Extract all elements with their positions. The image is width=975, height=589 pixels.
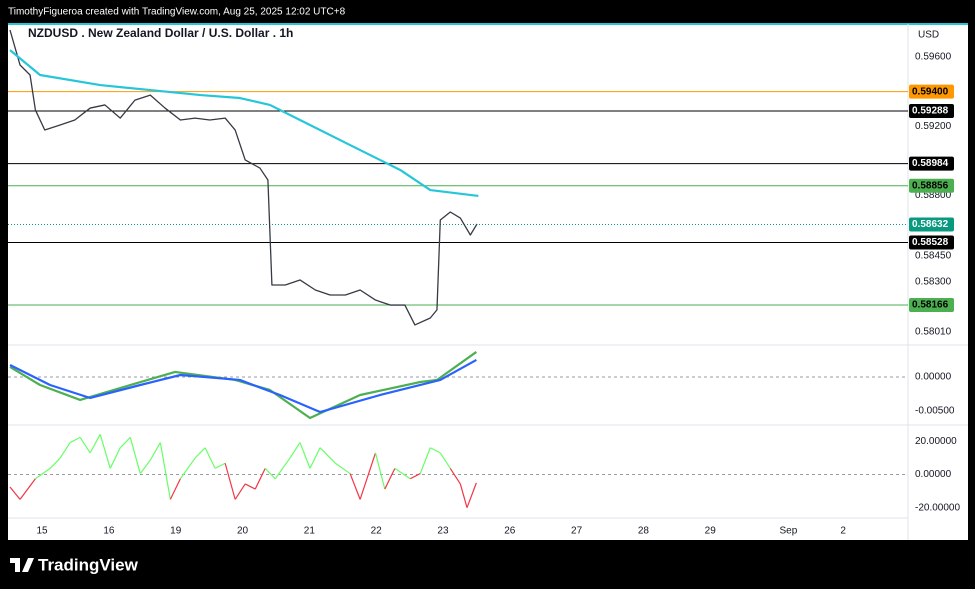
oscillator-segment	[264, 467, 276, 480]
oscillator-segment	[459, 483, 468, 508]
x-tick-label: 19	[170, 526, 182, 537]
current-price-box	[909, 217, 954, 232]
series-line	[9, 49, 479, 198]
level-label: 0.58856	[912, 180, 949, 191]
oscillator-segment	[59, 442, 71, 459]
oscillator-segment	[89, 434, 101, 454]
oscillator-segment	[409, 473, 421, 480]
oscillator-segment	[234, 483, 246, 500]
oscillator-segment	[194, 447, 206, 459]
logo-text: TradingView	[38, 555, 139, 574]
level-label: 0.59400	[912, 86, 949, 97]
oscillator-segment	[349, 473, 361, 500]
oscillator-segment	[439, 452, 451, 469]
oscillator-segment	[466, 482, 477, 508]
oscillator-segment	[169, 478, 181, 500]
y-tick-label: 0.58010	[915, 327, 952, 338]
level-label-box	[909, 84, 954, 99]
y-tick-label: 0.58450	[915, 251, 952, 262]
oscillator-segment	[79, 437, 91, 454]
x-tick-label: 2	[840, 526, 846, 537]
oscillator-segment	[254, 468, 266, 490]
level-label-box	[909, 103, 954, 118]
oscillator-segment	[309, 447, 321, 469]
oscillator-segment	[204, 447, 216, 469]
y-tick-label: -0.00500	[915, 406, 955, 417]
oscillator-segment	[129, 437, 141, 474]
oscillator-segment	[335, 462, 351, 475]
logo: TradingView	[10, 555, 139, 574]
x-tick-label: 20	[237, 526, 249, 537]
x-tick-label: Sep	[780, 526, 798, 537]
oscillator-segment	[274, 457, 291, 480]
level-label-box	[909, 156, 954, 171]
y-tick-label: 0.59200	[915, 121, 952, 132]
level-label: 0.59288	[912, 106, 949, 117]
oscillator-segment	[374, 452, 386, 490]
oscillator-segment	[289, 442, 301, 459]
y-tick-label: 0.59600	[915, 52, 952, 63]
oscillator-segment	[35, 467, 51, 480]
oscillator-segment	[159, 442, 171, 500]
oscillator-segment	[149, 442, 161, 461]
oscillator-segment	[179, 457, 196, 480]
oscillator-segment	[429, 447, 441, 454]
oscillator-segment	[394, 467, 411, 480]
oscillator-segment	[69, 436, 81, 444]
logo-icon	[10, 558, 34, 572]
level-label-box	[909, 298, 954, 313]
oscillator-segment	[49, 457, 61, 469]
oscillator-segment	[319, 447, 336, 464]
oscillator-segment	[449, 468, 461, 485]
currency-label: USD	[918, 30, 939, 41]
x-tick-label: 26	[504, 526, 516, 537]
x-tick-label: 23	[437, 526, 449, 537]
oscillator-segment	[109, 447, 121, 469]
chart-title: NZDUSD . New Zealand Dollar / U.S. Dolla…	[28, 26, 293, 40]
level-label: 0.58528	[912, 237, 949, 248]
header-text: TimothyFigueroa created with TradingView…	[8, 7, 346, 18]
oscillator-segment	[119, 436, 131, 449]
x-tick-label: 22	[371, 526, 383, 537]
x-tick-label: 28	[638, 526, 650, 537]
oscillator-segment	[9, 486, 21, 500]
oscillator-segment	[19, 478, 36, 500]
y-tick-label: 20.00000	[915, 436, 957, 447]
x-tick-label: 29	[705, 526, 717, 537]
y-tick-label: 0.58800	[915, 190, 952, 201]
oscillator-segment	[299, 442, 311, 469]
series-line	[9, 359, 477, 414]
oscillator-segment	[384, 468, 396, 490]
level-label: 0.58166	[912, 300, 949, 311]
x-tick-label: 21	[304, 526, 316, 537]
y-tick-label: -20.00000	[915, 502, 960, 513]
oscillator-segment	[99, 434, 111, 469]
x-tick-label: 15	[37, 526, 49, 537]
y-tick-label: 0.58300	[915, 277, 952, 288]
oscillator-segment	[244, 483, 256, 490]
current-price-label: 0.58632	[912, 219, 949, 230]
oscillator-segment	[419, 447, 431, 474]
y-tick-label: 0.00000	[915, 469, 952, 480]
oscillator-segment	[224, 463, 236, 500]
oscillator-segment	[139, 459, 151, 474]
level-label: 0.58984	[912, 158, 949, 169]
level-label-box	[909, 235, 954, 250]
chart-panel	[8, 23, 968, 540]
y-tick-label: 0.00000	[915, 372, 952, 383]
oscillator-segment	[359, 452, 377, 500]
series-line	[9, 29, 478, 326]
x-tick-label: 16	[103, 526, 115, 537]
x-tick-label: 27	[571, 526, 583, 537]
oscillator-segment	[214, 462, 226, 469]
level-label-box	[909, 178, 954, 193]
